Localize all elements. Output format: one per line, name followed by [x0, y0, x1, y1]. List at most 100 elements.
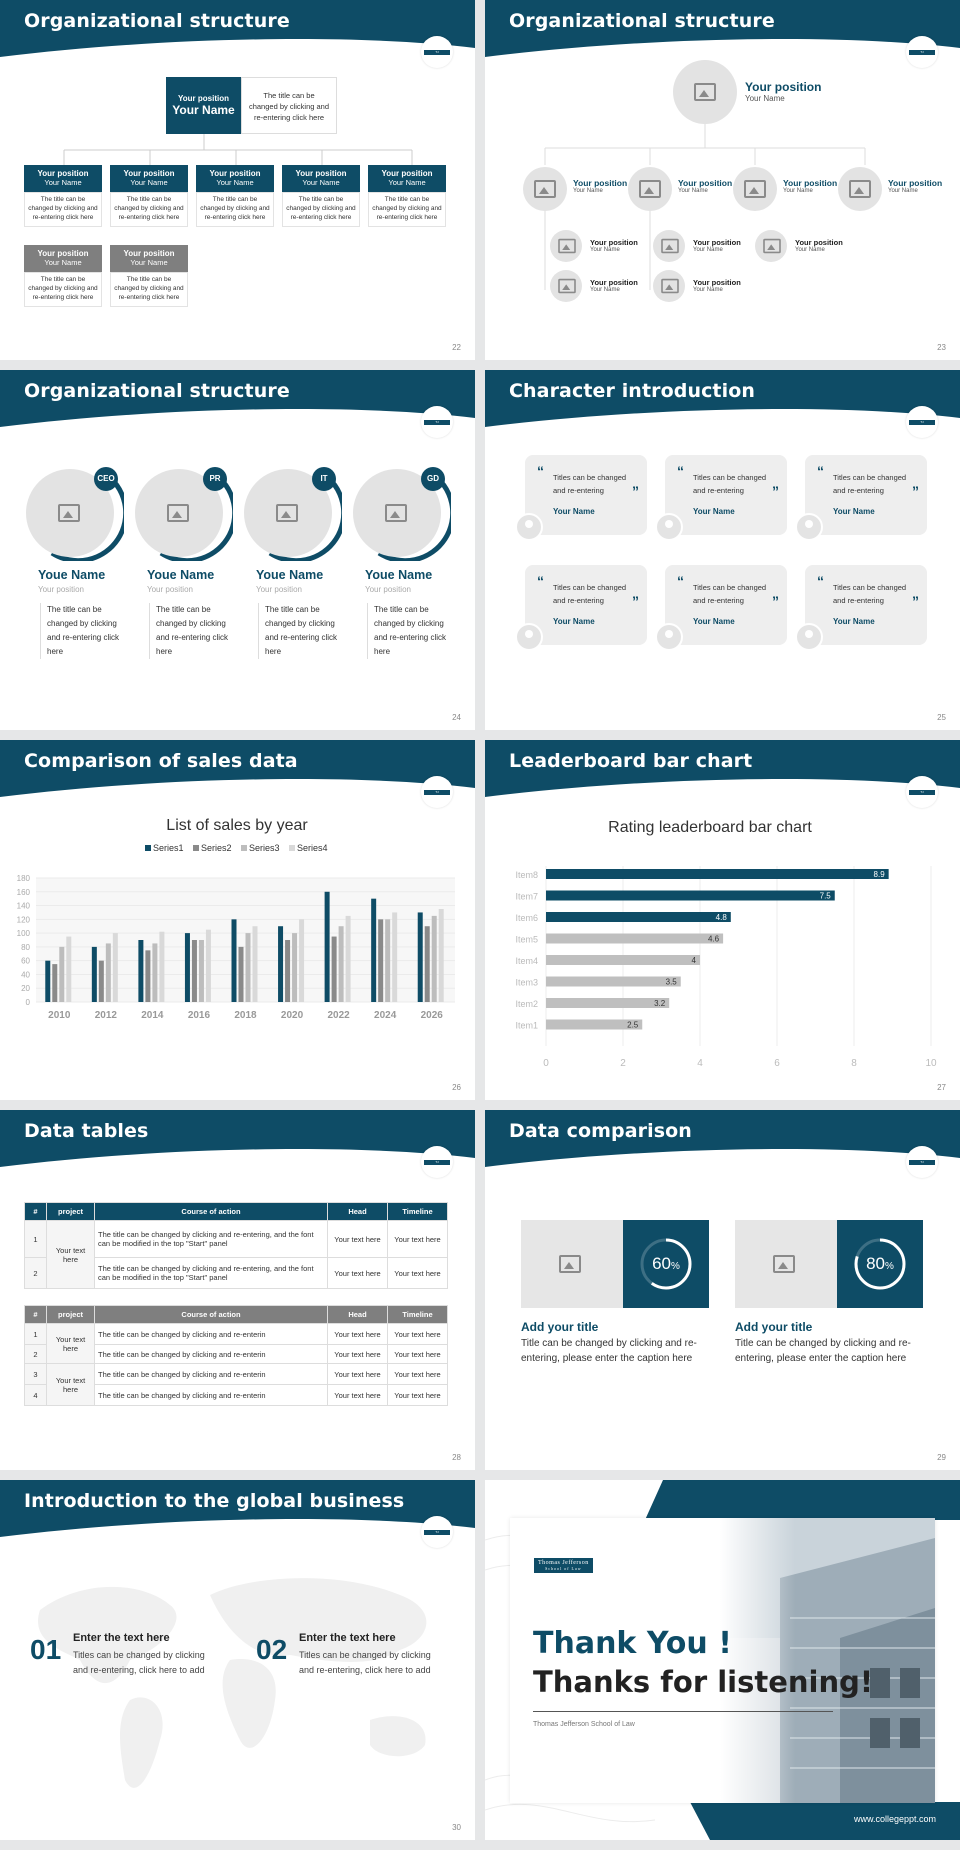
slide-23[interactable]: Organizational structure TJ Your positio… — [485, 0, 960, 360]
top-position-box[interactable]: Your position Your Name — [166, 77, 241, 134]
slide-22[interactable]: Organizational structure TJ Your positio… — [0, 0, 475, 360]
org-box[interactable]: Your position Your Name The title can be c… — [368, 165, 446, 227]
org-box[interactable]: Your position Your Name The title can be c… — [110, 165, 188, 227]
top-avatar[interactable] — [673, 60, 737, 124]
person-card[interactable]: IT Youe Name Your position The title can be… — [242, 465, 347, 695]
x-tick-label: 2 — [620, 1058, 626, 1069]
data-table-2: # project Course of action Head Timeline… — [24, 1305, 448, 1406]
bar — [546, 955, 700, 965]
progress-ring — [854, 1238, 906, 1290]
person-avatar[interactable] — [653, 230, 685, 262]
quote-card[interactable]: “ Titles can be changed and re-entering ” Y… — [805, 565, 927, 645]
slide-header — [0, 1110, 475, 1170]
person-card[interactable]: CEO Youe Name Your position The title can b… — [24, 465, 129, 695]
person-avatar[interactable] — [653, 270, 685, 302]
page-number: 30 — [452, 1823, 461, 1832]
cell: 2 — [24, 1257, 47, 1289]
chart-title: List of sales by year — [166, 817, 308, 834]
quote-card[interactable]: “ Titles can be changed and re-entering ” Y… — [665, 565, 787, 645]
business-item[interactable]: 02 Enter the text here Titles can be chang… — [256, 1630, 456, 1690]
table-row[interactable]: 4 The title can be changed by clicking a… — [24, 1384, 448, 1406]
school-logo: TJ — [421, 776, 453, 808]
legend-swatch — [241, 845, 247, 851]
data-label: 4.8 — [716, 913, 728, 922]
bar — [231, 919, 237, 1002]
person-avatar[interactable] — [628, 167, 672, 211]
image-placeholder-icon — [534, 180, 556, 198]
slide-header — [0, 740, 475, 800]
col-header: Head — [327, 1202, 388, 1221]
website-link[interactable]: www.collegeppt.com — [853, 1814, 936, 1824]
cell: Your text here — [387, 1344, 448, 1364]
page-number: 29 — [937, 1453, 946, 1462]
quote-card[interactable]: “ Titles can be changed and re-entering ” Y… — [525, 455, 647, 535]
person-avatar[interactable] — [550, 270, 582, 302]
person-name: Your Name — [795, 247, 825, 253]
comparison-card[interactable]: 80% Add your title Title can be changed by… — [735, 1220, 925, 1390]
cell: Your text here — [387, 1363, 448, 1385]
slide-header — [0, 370, 475, 430]
table-row[interactable]: 2 The title can be changed by clicking a… — [24, 1344, 448, 1364]
org-box[interactable]: Your position Your Name The title can be c… — [196, 165, 274, 227]
percent-unit: % — [885, 1261, 894, 1272]
person-avatar[interactable] — [755, 230, 787, 262]
person-label: Your position Your Name — [573, 178, 627, 194]
person-name: Youe Name — [365, 568, 433, 582]
bar — [546, 933, 724, 944]
person-label: Your position Your Name — [693, 278, 741, 293]
table-row[interactable]: 1 Your text here The title can be change… — [24, 1220, 448, 1289]
person-avatar[interactable] — [733, 167, 777, 211]
slide-title: Data comparison — [509, 1120, 692, 1142]
slide-closing[interactable]: Thomas Jefferson School of Law Thank You… — [485, 1480, 960, 1840]
slide-29[interactable]: Data comparison TJ 60% Add your title Titl… — [485, 1110, 960, 1470]
bar — [205, 929, 211, 1002]
org-name: Your Name — [302, 178, 340, 187]
image-placeholder-icon — [558, 238, 576, 254]
comparison-card[interactable]: 60% Add your title Title can be changed by… — [521, 1220, 711, 1390]
person-position: Your position — [256, 585, 302, 594]
org-position: Your position — [209, 169, 261, 178]
bar — [112, 933, 118, 1002]
slide-26[interactable]: Comparison of sales data TJ List of sale… — [0, 740, 475, 1100]
business-item[interactable]: 01 Enter the text here Titles can be chang… — [30, 1630, 230, 1690]
org-box[interactable]: Your position Your Name The title can be c… — [282, 165, 360, 227]
close-quote-icon: ” — [772, 593, 779, 609]
table-row[interactable]: 1 Your text here The title can be change… — [24, 1323, 448, 1364]
person-desc: The title can be changed by clicking and… — [258, 603, 338, 659]
person-avatar[interactable] — [523, 167, 567, 211]
bar — [98, 960, 104, 1002]
cell: Your text here — [46, 1323, 95, 1364]
org-box[interactable]: Your position Your Name The title can be c… — [24, 165, 102, 227]
table-row[interactable]: 3 Your text here The title can be change… — [24, 1363, 448, 1406]
person-card[interactable]: PR Youe Name Your position The title can be… — [133, 465, 238, 695]
bar — [66, 936, 72, 1002]
slide-30[interactable]: Introduction to the global business TJ 0… — [0, 1480, 475, 1840]
org-box-header: Your position Your Name — [282, 165, 360, 192]
slide-28[interactable]: Data tables TJ # project Course of actio… — [0, 1110, 475, 1470]
slide-24[interactable]: Organizational structure TJ CEO Youe Name… — [0, 370, 475, 730]
quote-text: Titles can be changed and re-entering — [833, 473, 907, 495]
data-label: 3.5 — [666, 978, 678, 987]
bar — [138, 940, 144, 1002]
bar — [345, 915, 351, 1002]
slide-25[interactable]: Character introduction TJ “ Titles can be… — [485, 370, 960, 730]
y-tick-label: 120 — [17, 915, 31, 924]
quote-text: Titles can be changed and re-entering — [553, 473, 627, 495]
cell: 1 — [24, 1323, 47, 1345]
close-quote-icon: ” — [912, 483, 919, 499]
person-position: Your position — [795, 238, 843, 247]
quote-card[interactable]: “ Titles can be changed and re-entering ” Y… — [805, 455, 927, 535]
org-position: Your position — [381, 169, 433, 178]
quote-author: Your Name — [553, 617, 595, 626]
person-card[interactable]: GD Youe Name Your position The title can be… — [351, 465, 456, 695]
quote-card[interactable]: “ Titles can be changed and re-entering ” Y… — [525, 565, 647, 645]
person-avatar[interactable] — [838, 167, 882, 211]
quote-author: Your Name — [693, 617, 735, 626]
person-avatar[interactable] — [550, 230, 582, 262]
slide-27[interactable]: Leaderboard bar chart TJ Rating leaderbo… — [485, 740, 960, 1100]
table-row[interactable]: 2 The title can be changed by clicking a… — [24, 1257, 448, 1289]
quote-card[interactable]: “ Titles can be changed and re-entering ” Y… — [665, 455, 787, 535]
org-box[interactable]: Your position Your Name The title can be c… — [110, 245, 188, 307]
legend-swatch — [193, 845, 199, 851]
org-box[interactable]: Your position Your Name The title can be c… — [24, 245, 102, 307]
